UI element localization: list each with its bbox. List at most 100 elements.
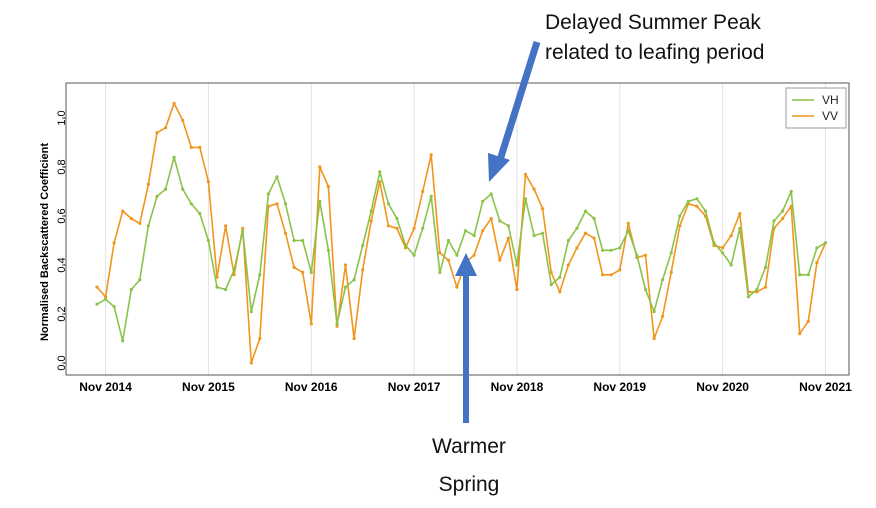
data-point-vv [601,273,605,277]
data-point-vh [232,268,236,272]
series-line-vh [96,156,826,342]
data-point-vv [275,202,279,206]
data-point-vv [258,336,262,341]
x-tick-label: Nov 2020 [696,380,749,394]
data-point-vh [369,209,373,213]
data-point-vv [181,118,185,122]
data-point-vv [138,221,142,225]
data-point-vv [326,185,330,189]
data-point-vh [181,187,185,191]
annotation-warmer-spring: Warmer Spring [414,432,524,500]
data-point-vh [146,224,150,228]
data-point-vh [481,199,485,203]
data-point-vv [678,224,682,228]
data-point-vv [369,219,373,223]
data-point-vv [335,324,339,328]
data-point-vv [172,101,176,105]
legend-label-vh: VH [822,93,839,107]
data-point-vh [703,209,708,213]
data-point-vv [575,246,579,250]
data-point-vv [309,322,313,326]
y-tick-label: 1.0 [56,110,68,125]
data-point-vv [721,246,725,250]
x-tick-label: Nov 2016 [285,380,338,394]
data-point-vv [558,290,562,294]
data-point-vv [421,189,425,194]
data-point-vv [112,241,116,245]
data-point-vv [361,268,365,272]
data-point-vh [669,251,673,255]
data-point-vh [789,189,793,194]
data-point-vv [104,295,108,299]
data-point-vh [138,278,142,282]
data-point-vh [506,224,510,228]
data-point-vv [429,153,433,157]
data-point-vv [378,180,382,184]
data-point-vh [309,270,313,274]
data-point-vh [378,170,382,174]
data-point-vh [104,297,108,301]
data-point-vh [403,243,408,247]
data-point-vv [198,145,202,149]
data-point-vv [523,172,528,176]
data-point-vv [121,209,125,213]
data-point-vh [292,238,296,243]
data-point-vv [609,273,613,277]
arrow-head-warmer-spring [455,253,477,276]
data-point-vh [455,253,459,257]
data-point-vh [643,287,648,292]
annotation-arrows [455,40,541,423]
legend: VH VV [785,87,847,129]
data-point-vh [601,248,605,252]
data-point-vv [472,253,476,257]
data-point-vv [729,234,733,238]
data-point-vv [189,145,193,149]
data-point-vh [472,234,476,238]
data-point-vh [172,155,176,159]
data-point-vv [146,182,150,186]
data-point-vv [532,187,536,191]
data-point-vv [515,287,519,292]
data-point-vh [283,202,288,206]
data-point-vh [729,263,733,267]
data-point-vv [592,236,596,240]
data-point-vv [626,221,630,225]
data-point-vh [438,270,442,274]
data-point-vh [258,273,262,277]
data-point-vh [566,238,571,243]
data-point-vh [583,209,588,213]
data-point-vv [446,258,450,262]
y-axis-title: Normalised Backscattered Coefficient [39,143,51,341]
data-point-vv [206,180,210,184]
data-point-vh [198,212,202,216]
data-point-vv [661,314,665,318]
data-point-vh [224,287,228,292]
data-point-vv [249,361,253,365]
data-point-vh [686,199,690,203]
data-point-vh [523,197,528,201]
data-point-vh [343,285,348,289]
data-point-vh [815,246,819,250]
annotation-bottom-line1: Warmer [432,435,506,458]
data-point-vh [266,192,270,196]
data-point-vv [232,273,236,277]
annotation-top-line1: Delayed Summer Peak [545,11,761,34]
data-point-vv [438,251,442,255]
data-point-vh [763,265,768,269]
y-tick-label: 0.8 [56,159,68,174]
data-point-vh [446,238,450,243]
x-tick-label: Nov 2021 [799,380,852,394]
data-point-vv [301,270,305,274]
data-point-vh [558,275,562,279]
data-point-vh [755,287,759,292]
data-point-vh [712,241,716,245]
data-point-vh [772,219,776,223]
data-point-vh [652,310,656,314]
y-tick-label: 0.6 [56,208,68,223]
data-point-vh [721,251,725,255]
data-point-vh [215,285,219,289]
data-point-vh [352,278,356,282]
data-point-vv [489,216,493,221]
data-point-vv [318,165,322,169]
